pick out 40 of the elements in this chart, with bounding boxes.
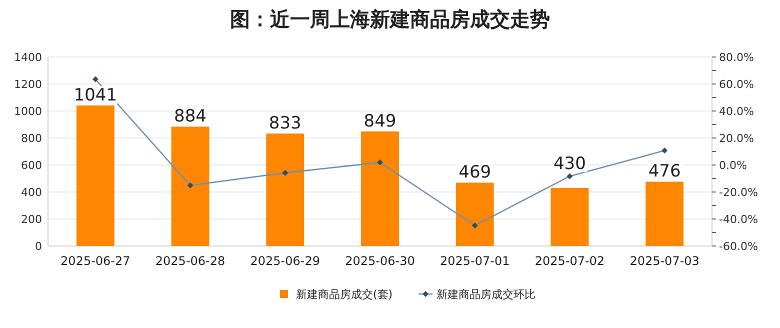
y2-tick-label: -20.0% [719, 186, 758, 199]
data-label: 430 [553, 154, 586, 174]
y2-tick-label: 60.0% [719, 78, 754, 91]
legend-label: 新建商品房成交(套) [296, 288, 393, 301]
y2-tick-label: -60.0% [719, 240, 758, 253]
y-tick-label: 800 [21, 132, 42, 145]
x-tick-label: 2025-06-27 [60, 254, 130, 268]
y-tick-label: 1000 [14, 105, 42, 118]
data-label: 849 [364, 111, 396, 132]
y2-tick-label: 40.0% [719, 105, 754, 118]
chart-title: 图：近一周上海新建商品房成交走势 [230, 7, 550, 31]
y-tick-label: 200 [21, 213, 42, 226]
bar [456, 182, 494, 246]
x-tick-label: 2025-07-03 [630, 254, 700, 268]
bar [646, 182, 684, 246]
x-tick-label: 2025-06-29 [250, 254, 320, 268]
data-label: 833 [268, 114, 302, 134]
x-tick-label: 2025-07-02 [534, 254, 605, 268]
y-tick-label: 600 [21, 159, 42, 172]
data-label: 469 [458, 162, 492, 183]
x-tick-label: 2025-06-28 [155, 254, 226, 268]
y-tick-label: 1400 [14, 51, 42, 64]
bar [266, 134, 304, 246]
bar [76, 105, 114, 246]
x-tick-label: 2025-06-30 [345, 254, 415, 268]
data-label: 884 [174, 106, 207, 127]
y-tick-label: 0 [35, 240, 42, 253]
bar [361, 131, 399, 246]
y-tick-label: 400 [21, 186, 42, 199]
y2-tick-label: -40.0% [719, 213, 758, 226]
data-label: 476 [648, 162, 681, 182]
legend-label: 新建商品房成交环比 [436, 288, 536, 301]
data-label: 1041 [74, 85, 118, 106]
y2-tick-label: 0.0% [719, 159, 747, 172]
y2-tick-label: 80.0% [719, 51, 754, 64]
bar [171, 126, 210, 246]
x-tick-label: 2025-07-01 [440, 254, 510, 268]
y2-tick-label: 20.0% [719, 132, 754, 145]
bar [550, 188, 589, 246]
y-tick-label: 1200 [14, 78, 42, 91]
